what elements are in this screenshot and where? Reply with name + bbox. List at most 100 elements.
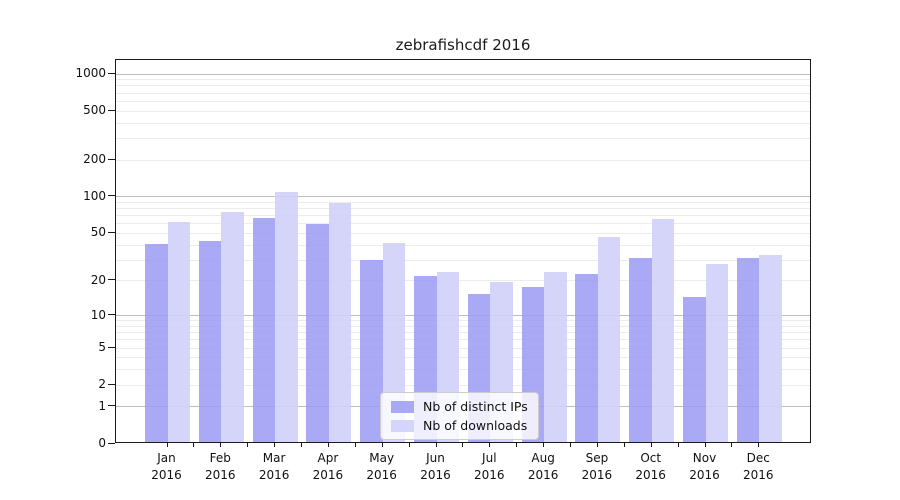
gridline-minor (116, 347, 810, 349)
gridline-minor (116, 244, 810, 246)
gridline-minor (116, 332, 810, 334)
x-tick-year: 2016 (527, 468, 559, 482)
y-tick-label: 50 (90, 225, 106, 240)
gridline-minor (116, 79, 810, 81)
bar-distinct-ips (683, 296, 706, 442)
x-tick-month: Aug (531, 451, 555, 465)
x-tick-year: 2016 (743, 468, 774, 482)
x-tick (731, 443, 733, 447)
bar-distinct-ips (736, 258, 760, 442)
y-tick (108, 383, 115, 385)
x-tick-month: Jul (482, 451, 497, 465)
legend-item-downloads: Nb of downloads (391, 418, 528, 433)
x-tick (220, 443, 222, 447)
bar-downloads (759, 254, 782, 442)
y-tick (108, 405, 115, 407)
y-tick (108, 314, 115, 316)
bar-distinct-ips (198, 240, 222, 442)
x-tick-label: Mar 2016 (247, 450, 301, 484)
gridline-minor (116, 100, 810, 102)
gridline-minor (116, 122, 810, 124)
bar-downloads (544, 271, 567, 442)
y-tick (108, 158, 115, 160)
x-tick (166, 443, 168, 447)
y-tick (108, 279, 115, 281)
x-tick-month: Apr (317, 451, 339, 465)
gridline-minor (116, 137, 810, 139)
legend: Nb of distinct IPs Nb of downloads (380, 392, 539, 440)
x-tick-label: Jan 2016 (140, 450, 194, 484)
x-tick-month: Sep (585, 451, 609, 465)
x-tick (193, 443, 195, 447)
x-tick-label: Aug 2016 (516, 450, 570, 484)
gridline-minor (116, 325, 810, 327)
x-tick (327, 443, 329, 447)
y-tick-label: 5 (98, 340, 106, 355)
gridline-minor (116, 223, 810, 225)
y-tick-label: 1 (98, 398, 106, 413)
gridline-minor (116, 384, 810, 386)
x-tick (247, 443, 249, 447)
x-tick (543, 443, 545, 447)
x-tick (704, 443, 706, 447)
x-tick-label: Dec 2016 (731, 450, 785, 484)
y-tick (108, 442, 115, 444)
x-tick (758, 443, 760, 447)
x-tick-month: Dec (746, 451, 770, 465)
x-tick-month: Feb (209, 451, 231, 465)
y-tick (108, 72, 115, 74)
y-tick-label: 10 (90, 307, 106, 322)
x-tick-year: 2016 (366, 468, 397, 482)
x-tick-label: Oct 2016 (624, 450, 678, 484)
x-tick-year: 2016 (689, 468, 720, 482)
gridline-minor (116, 201, 810, 203)
x-tick-label: Jul 2016 (462, 450, 516, 484)
bar-downloads (328, 203, 352, 442)
x-tick (381, 443, 383, 447)
bar-downloads (705, 263, 728, 442)
gridline-minor (116, 259, 810, 261)
bar-distinct-ips (629, 258, 652, 442)
bar-downloads (167, 221, 190, 442)
bar-downloads (275, 192, 298, 442)
x-tick-month: Mar (262, 451, 286, 465)
legend-swatch-distinct-ips (391, 400, 414, 413)
x-tick-month: May (369, 451, 395, 465)
gridline-minor (116, 159, 810, 161)
gridline-minor (116, 339, 810, 341)
gridline-minor (116, 369, 810, 371)
x-tick (516, 443, 518, 447)
y-tick-label: 500 (83, 103, 106, 118)
gridline-major (116, 73, 810, 75)
bar-distinct-ips (575, 274, 598, 442)
bar-downloads (221, 212, 244, 442)
y-tick (108, 109, 115, 111)
gridline-minor (116, 280, 810, 282)
x-tick (435, 443, 437, 447)
x-tick-year: 2016 (312, 468, 344, 482)
y-tick (108, 195, 115, 197)
x-tick-month: Oct (640, 451, 662, 465)
gridline-minor (116, 215, 810, 217)
x-tick-month: Jun (426, 451, 445, 465)
x-tick-label: Jun 2016 (409, 450, 463, 484)
x-tick-year: 2016 (474, 468, 505, 482)
bar-distinct-ips (360, 259, 383, 442)
x-tick (354, 443, 356, 447)
x-tick-label: Nov 2016 (678, 450, 732, 484)
bar-distinct-ips (306, 223, 329, 442)
gridline-minor (116, 110, 810, 112)
bar-downloads (597, 236, 621, 442)
x-tick-month: Nov (692, 451, 717, 465)
x-tick-year: 2016 (151, 468, 182, 482)
x-tick (489, 443, 491, 447)
y-tick-label: 100 (83, 188, 106, 203)
y-tick-label: 20 (90, 272, 106, 287)
x-tick-year: 2016 (258, 468, 290, 482)
legend-label-downloads: Nb of downloads (423, 418, 528, 433)
x-tick (677, 443, 679, 447)
plot-area (115, 59, 811, 443)
gridline-major (116, 315, 810, 317)
x-tick (301, 443, 302, 447)
